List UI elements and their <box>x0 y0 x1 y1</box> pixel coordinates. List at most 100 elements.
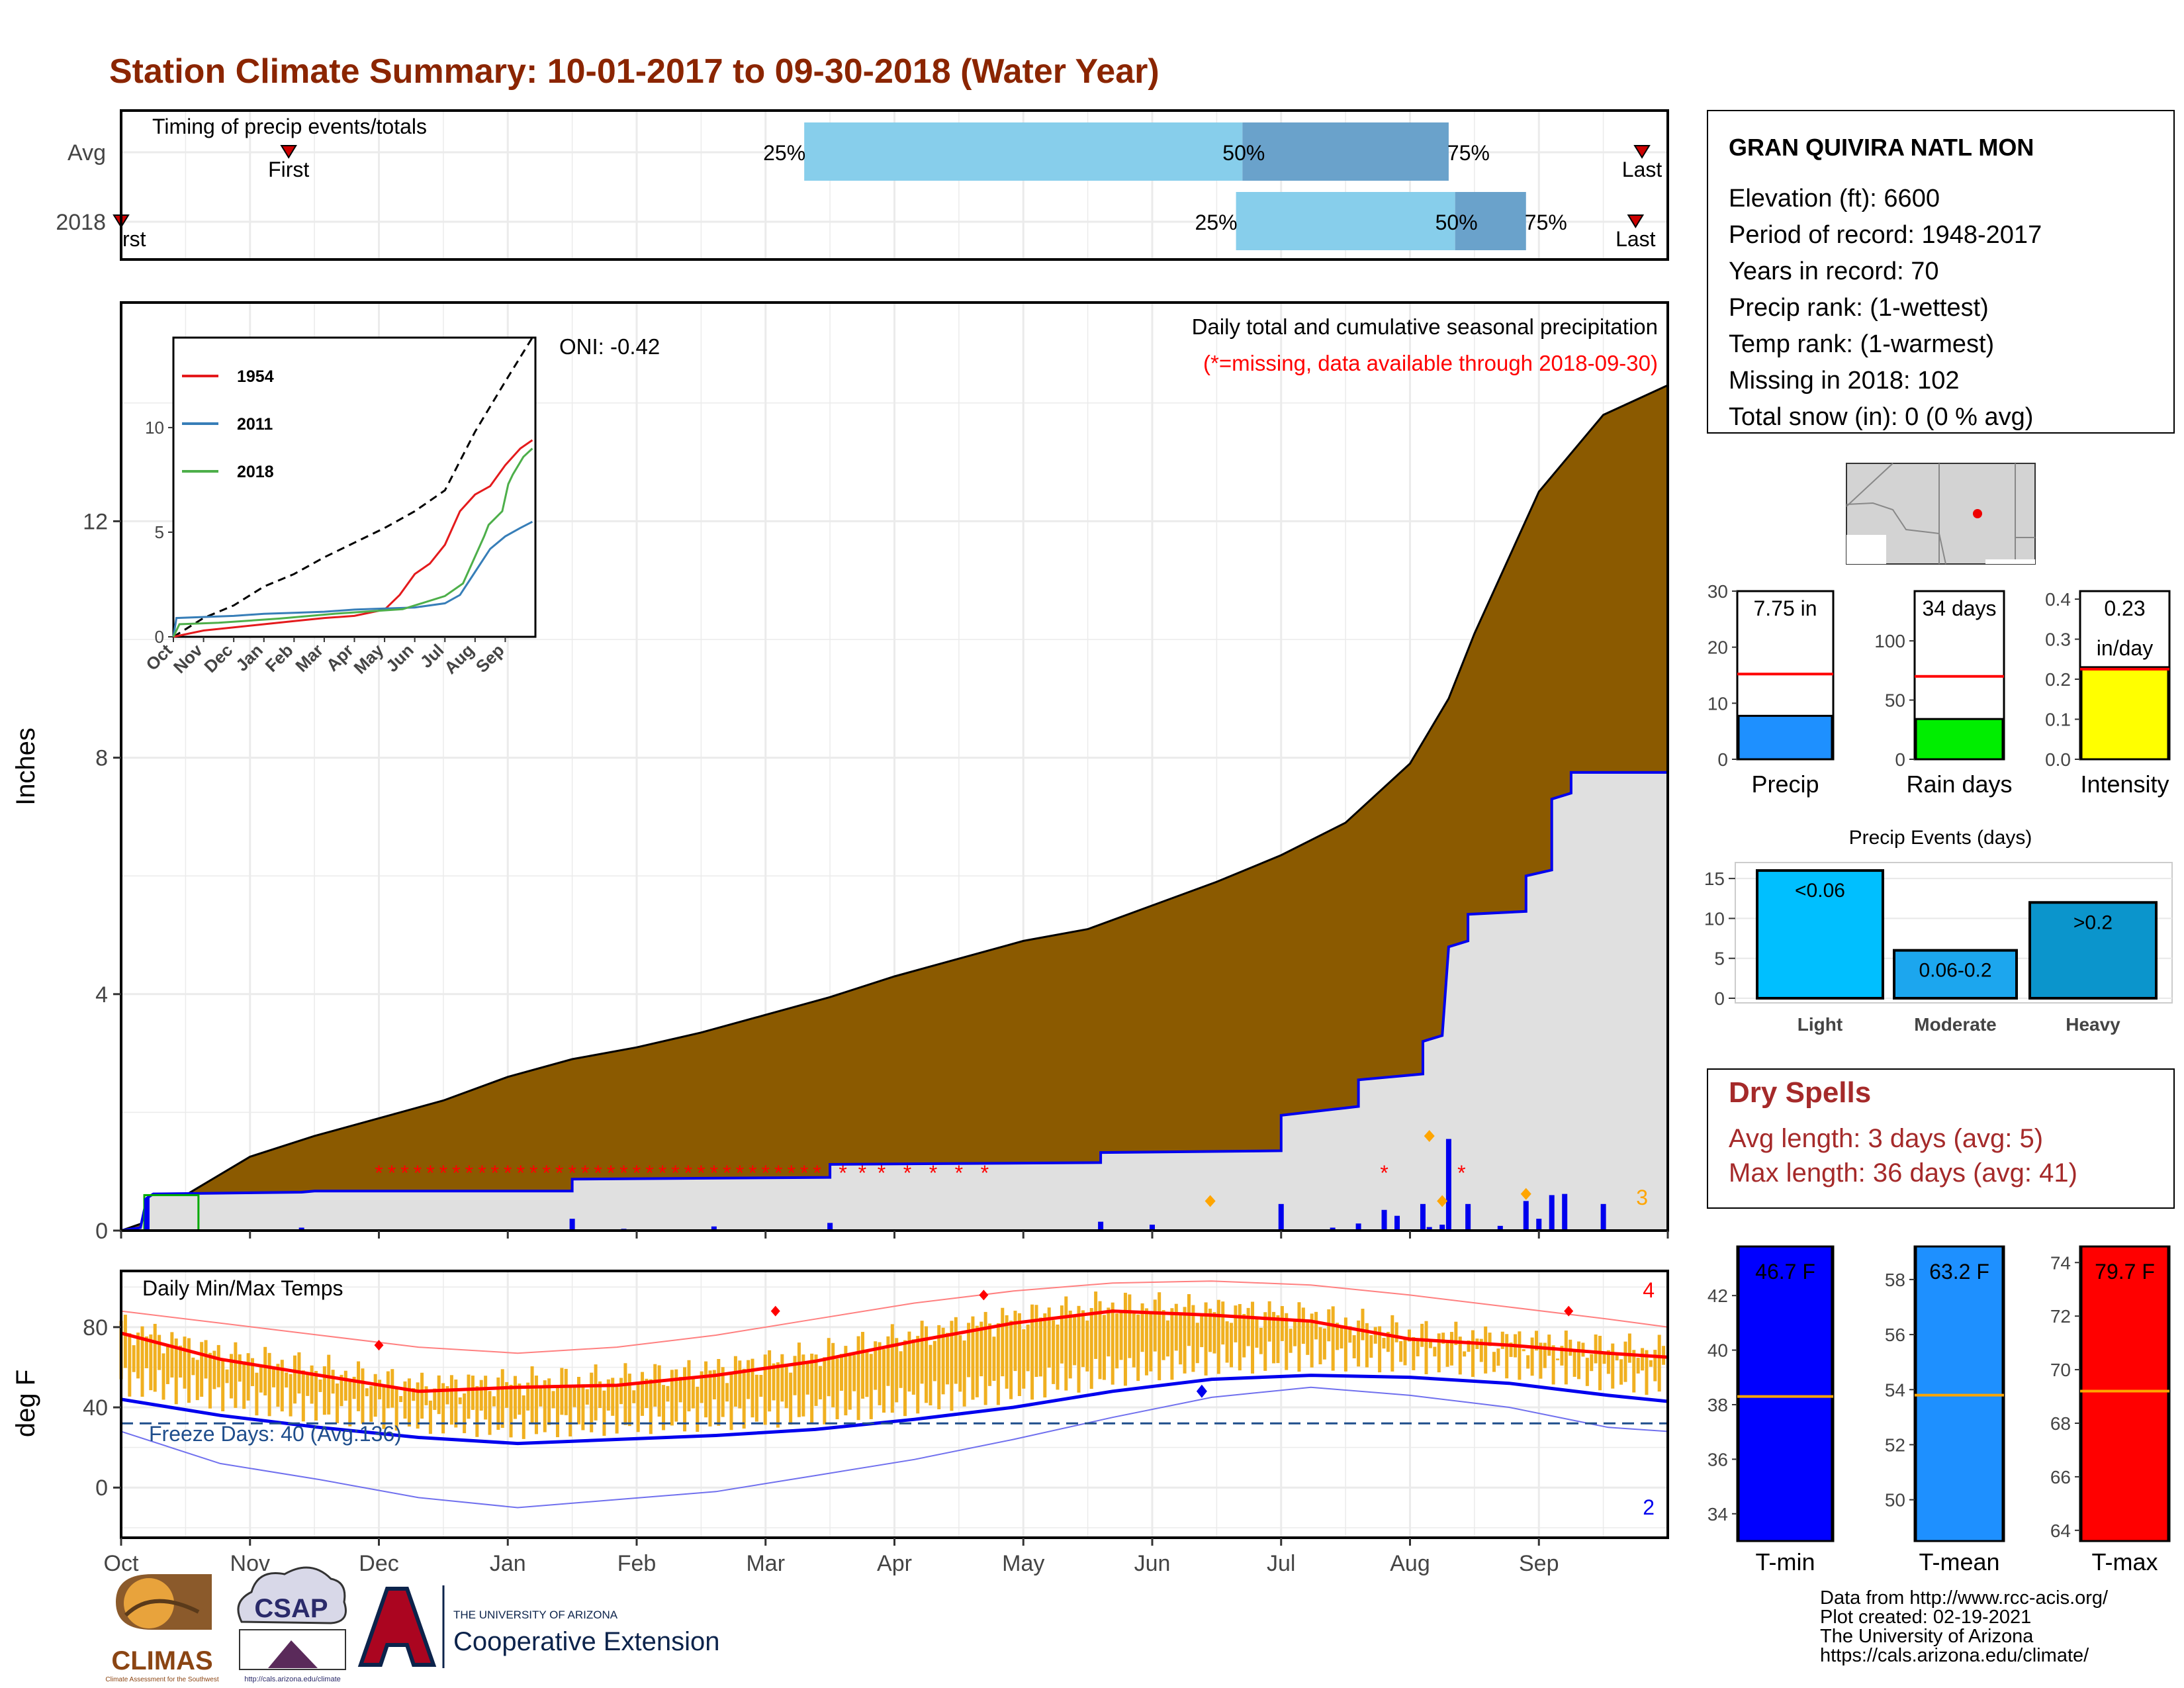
daily-temp-bar <box>322 1366 326 1415</box>
daily-temp-bar <box>1463 1351 1467 1357</box>
record-marker <box>1424 1130 1435 1143</box>
daily-temp-bar <box>242 1361 246 1409</box>
daily-temp-bar <box>1518 1331 1522 1380</box>
daily-temp-bar <box>1412 1336 1416 1370</box>
mini-bar-value-label: 34 days <box>1922 596 1996 620</box>
daily-temp-bar <box>810 1353 814 1424</box>
daily-temp-bar <box>747 1360 751 1399</box>
daily-temp-bar <box>246 1353 250 1401</box>
daily-temp-bar <box>1437 1333 1441 1373</box>
temp-bar-value <box>1915 1245 2004 1542</box>
daily-precip-bar <box>1600 1203 1606 1231</box>
timing-year-last-marker <box>1627 214 1645 228</box>
missing-marker: * <box>555 1161 563 1185</box>
events-bar-moderate <box>1893 949 2018 1000</box>
temp-bar-ytick-label: 38 <box>1707 1395 1728 1415</box>
daily-temp-bar <box>488 1391 492 1435</box>
daily-precip-bar <box>711 1226 717 1231</box>
daily-temp-bar <box>1569 1339 1572 1356</box>
missing-marker: * <box>839 1161 846 1185</box>
temp-bar-category: T-mean <box>1919 1548 1999 1575</box>
daily-temp-bar <box>505 1382 509 1408</box>
timing-avg-last-label: Last <box>1622 158 1662 181</box>
record-high-marker <box>770 1305 780 1317</box>
daily-precip-bar <box>827 1223 833 1231</box>
daily-temp-bar <box>1073 1315 1077 1366</box>
daily-temp-bar <box>1373 1327 1377 1344</box>
missing-marker: * <box>1380 1161 1388 1185</box>
daily-temp-bar <box>1259 1327 1263 1354</box>
climas-sub: Climate Assessment for the Southwest <box>105 1676 218 1683</box>
footer: CLIMAS Climate Assessment for the Southw… <box>105 1566 2109 1683</box>
temp-bar-ytick-label: 58 <box>1885 1270 1905 1290</box>
station-period: Period of record: 1948-2017 <box>1729 221 2042 249</box>
daily-temp-bar <box>1009 1321 1013 1399</box>
month-tick-label: Mar <box>746 1551 785 1576</box>
daily-temp-bar <box>158 1335 161 1370</box>
daily-temp-bar <box>348 1381 352 1427</box>
events-category-label: Light <box>1797 1014 1843 1035</box>
temp-bar-value-label: 46.7 F <box>1755 1260 1815 1284</box>
timing-avg-first-marker <box>280 145 297 159</box>
station-box <box>1707 110 2175 434</box>
timing-year-last-label: Last <box>1615 227 1656 251</box>
daily-precip-bar <box>1465 1203 1471 1231</box>
daily-temp-bar <box>856 1336 860 1421</box>
events-bar-label: 0.06-0.2 <box>1919 960 1991 982</box>
timing-year-pct25: 25% <box>1195 211 1238 234</box>
precip-y-axis: 0 4 8 12 <box>83 509 1669 1244</box>
precip-right-label: 3 <box>1636 1186 1648 1209</box>
daily-temp-bar <box>1052 1320 1056 1384</box>
daily-temp-bar <box>1297 1302 1301 1372</box>
daily-temp-bar <box>805 1362 809 1395</box>
daily-temp-bar <box>403 1381 407 1419</box>
mini-bar-charts: 7.75 in 0 10 20 30 Precip 34 days 0 50 100 Rain da… <box>1707 581 2171 798</box>
mini-bar-category: Rain days <box>1906 771 2012 798</box>
inset-xtick-label: Feb <box>261 640 297 676</box>
temp-bar-ytick-label: 68 <box>2050 1413 2071 1434</box>
daily-temp-bar <box>518 1383 522 1415</box>
daily-temp-bar <box>271 1368 275 1387</box>
temp-bar-ytick-label: 34 <box>1707 1504 1728 1524</box>
events-ytick-label: 0 <box>1714 988 1725 1009</box>
daily-temp-bar <box>611 1378 615 1416</box>
daily-temp-bar <box>479 1380 483 1411</box>
daily-precip-bar <box>1523 1201 1529 1231</box>
missing-marker: * <box>375 1161 383 1185</box>
daily-temp-bar <box>484 1376 488 1420</box>
daily-temp-bar <box>1293 1320 1297 1346</box>
daily-temp-bar <box>475 1386 479 1437</box>
daily-temp-bar <box>1098 1301 1102 1380</box>
daily-temp-bar <box>818 1366 822 1399</box>
events-ytick-label: 10 <box>1704 908 1725 929</box>
events-bar-label: <0.06 <box>1795 880 1845 902</box>
daily-precip-bar <box>1426 1227 1432 1231</box>
daily-temp-bar <box>1594 1334 1598 1364</box>
events-title: Precip Events (days) <box>1849 827 2032 849</box>
daily-temp-bar <box>1285 1313 1289 1370</box>
temp-bar-ytick-label: 66 <box>2050 1467 2071 1487</box>
daily-temp-bar <box>276 1364 280 1407</box>
daily-temp-bar <box>412 1387 416 1401</box>
daily-temp-bar <box>865 1349 869 1397</box>
daily-temp-bar <box>754 1374 758 1422</box>
daily-temp-bar <box>547 1378 551 1425</box>
daily-temp-bar <box>174 1338 178 1405</box>
daily-temp-bar <box>683 1367 687 1432</box>
daily-temp-bar <box>144 1336 148 1368</box>
daily-temp-bar <box>1276 1315 1280 1364</box>
missing-marker: * <box>749 1161 756 1185</box>
daily-temp-bar <box>136 1333 140 1379</box>
daily-temp-bar <box>1234 1305 1238 1342</box>
record-high-marker <box>374 1340 384 1351</box>
month-tick-label: Feb <box>617 1551 657 1576</box>
mini-bar-value <box>2080 666 2169 761</box>
dry-spells: Dry Spells Avg length: 3 days (avg: 5) M… <box>1707 1068 2175 1209</box>
temp-bar-value <box>1737 1245 1833 1542</box>
timing-title: Timing of precip events/totals <box>152 115 427 138</box>
daily-precip-bar <box>569 1219 575 1231</box>
inset-xtick-label: Aug <box>440 640 478 678</box>
daily-temp-bar <box>594 1364 598 1421</box>
daily-temp-bar <box>365 1388 369 1397</box>
daily-temp-bar <box>463 1393 467 1434</box>
